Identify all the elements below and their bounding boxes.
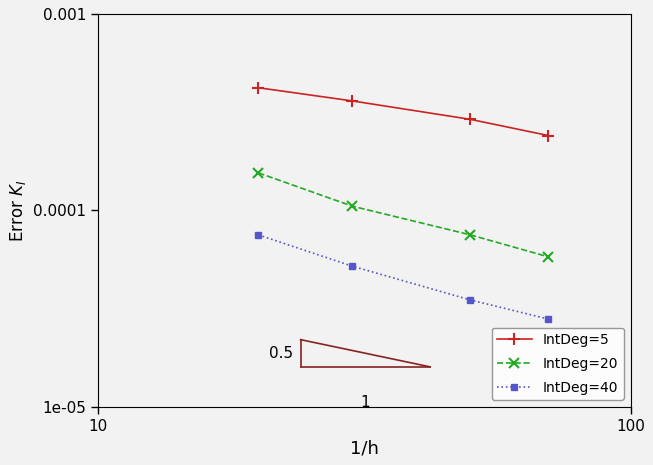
IntDeg=20 bbox=[255, 170, 263, 176]
IntDeg=5 bbox=[545, 133, 552, 138]
Text: 0.5: 0.5 bbox=[270, 346, 294, 361]
IntDeg=20 bbox=[348, 203, 356, 209]
IntDeg=5 bbox=[467, 117, 475, 122]
Line: IntDeg=5: IntDeg=5 bbox=[253, 82, 554, 141]
Y-axis label: Error $K_I$: Error $K_I$ bbox=[8, 179, 27, 241]
IntDeg=40 bbox=[467, 297, 475, 303]
X-axis label: 1/h: 1/h bbox=[350, 439, 379, 458]
IntDeg=5 bbox=[348, 98, 356, 104]
IntDeg=20 bbox=[545, 254, 552, 259]
Legend: IntDeg=5, IntDeg=20, IntDeg=40: IntDeg=5, IntDeg=20, IntDeg=40 bbox=[492, 327, 624, 400]
IntDeg=40 bbox=[348, 263, 356, 269]
Text: 1: 1 bbox=[360, 395, 370, 410]
Line: IntDeg=20: IntDeg=20 bbox=[253, 168, 553, 262]
Line: IntDeg=40: IntDeg=40 bbox=[255, 232, 552, 323]
IntDeg=40 bbox=[545, 316, 552, 322]
IntDeg=40 bbox=[255, 232, 263, 238]
IntDeg=20 bbox=[467, 232, 475, 238]
IntDeg=5 bbox=[255, 85, 263, 91]
